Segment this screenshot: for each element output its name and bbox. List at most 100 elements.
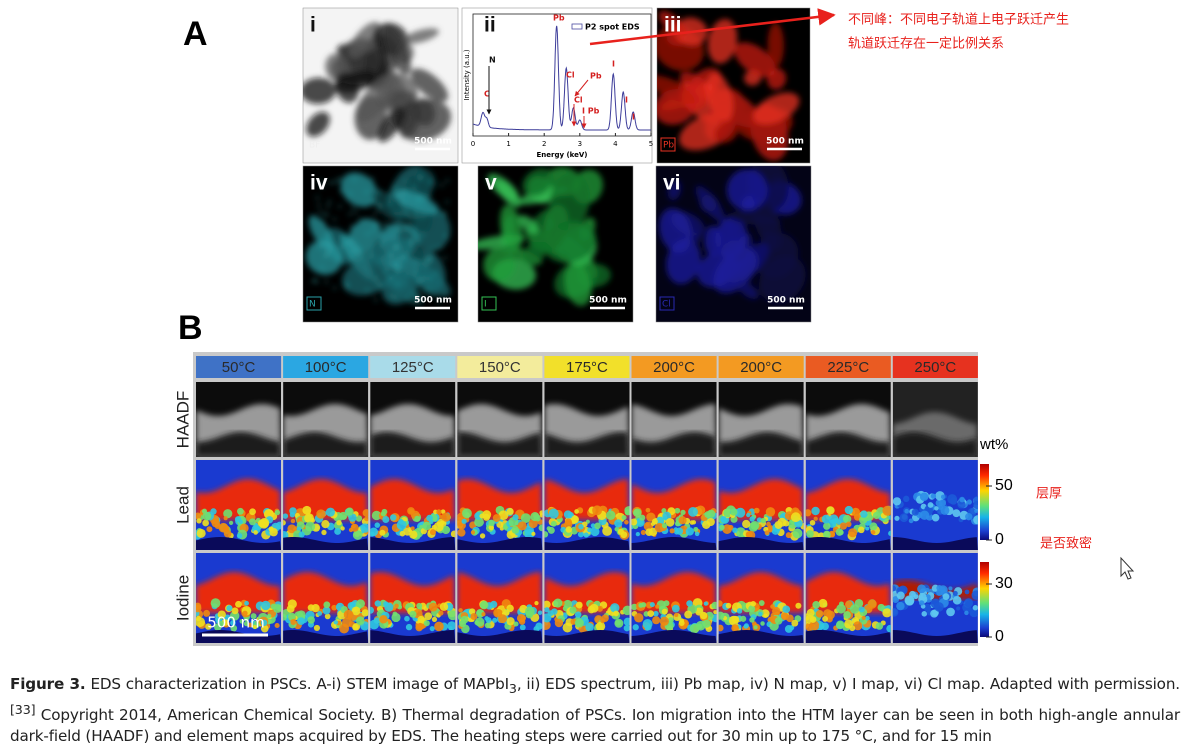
speck: [324, 254, 327, 258]
substrate: [283, 537, 369, 550]
speck: [395, 265, 398, 269]
grain: [782, 520, 790, 527]
grain: [235, 600, 242, 608]
grain: [685, 527, 694, 536]
speck: [419, 279, 422, 282]
grain: [821, 514, 831, 524]
speck: [385, 223, 388, 226]
grain: [342, 514, 347, 520]
speck: [373, 212, 377, 215]
colorbar-unit: wt%: [979, 436, 1008, 453]
temperature-header: [457, 356, 543, 378]
grain: [663, 515, 668, 520]
grain: [490, 600, 498, 609]
peak-label: N: [489, 56, 496, 65]
grain: [253, 530, 258, 535]
grain: [930, 493, 937, 499]
grain: [753, 507, 760, 514]
grain: [640, 529, 646, 536]
grain: [428, 602, 438, 612]
panel-numeral: iv: [310, 172, 328, 195]
grain: [405, 623, 413, 631]
speck: [344, 242, 347, 245]
grain: [394, 603, 399, 609]
rich-layer: [370, 479, 456, 520]
speck: [320, 266, 324, 269]
map-cell: [892, 460, 978, 550]
grain: [260, 619, 268, 627]
grain: [485, 617, 492, 624]
grain: [231, 607, 239, 615]
grain: [283, 613, 287, 621]
grain: [811, 506, 820, 516]
peak-label: I: [632, 113, 635, 122]
grain: [583, 532, 589, 538]
grain: [544, 600, 551, 609]
grain: [563, 599, 573, 609]
grain: [488, 519, 495, 527]
substrate: [544, 537, 630, 550]
grain: [250, 619, 255, 624]
grain: [562, 622, 573, 633]
grain: [823, 522, 831, 530]
grain: [750, 520, 760, 530]
speck: [444, 234, 447, 238]
grain: [196, 604, 202, 613]
grain: [408, 508, 414, 514]
caption-text: Copyright 2014, American Chemical Societ…: [10, 706, 1180, 746]
annotation-arrow: [589, 8, 836, 46]
panel-numeral: iii: [664, 14, 682, 37]
particle: [767, 68, 787, 90]
grain: [952, 509, 961, 518]
particle: [727, 211, 782, 226]
particle: [658, 10, 687, 37]
grain: [519, 624, 526, 631]
grain: [379, 529, 386, 536]
substrate: [631, 537, 717, 550]
y-axis-label: Intensity (a.u.): [463, 49, 471, 101]
map-cell: [196, 382, 282, 457]
grain: [259, 519, 269, 529]
speck: [415, 259, 419, 263]
grain: [875, 622, 884, 630]
grain: [844, 619, 854, 629]
grain: [813, 516, 818, 521]
grain: [786, 614, 794, 623]
grain: [688, 506, 698, 517]
speck: [366, 289, 369, 292]
grain: [424, 612, 433, 621]
grain: [766, 521, 771, 527]
grain: [196, 528, 206, 538]
haadf-layer: [892, 432, 978, 457]
grain: [605, 510, 616, 521]
grain: [441, 525, 451, 535]
grain: [564, 520, 573, 529]
speck: [379, 205, 382, 209]
x-tick-label: 5: [649, 140, 653, 148]
speck: [428, 277, 432, 280]
speck: [370, 253, 373, 256]
grain: [263, 509, 274, 519]
grain: [307, 616, 315, 624]
grain: [720, 516, 727, 523]
grain: [249, 508, 256, 516]
grain: [350, 601, 355, 607]
speck: [396, 267, 399, 270]
grain: [436, 509, 442, 515]
particle: [737, 280, 759, 300]
speck: [417, 280, 420, 284]
grain: [934, 602, 944, 612]
scale-bar-label: 500 nm: [414, 137, 452, 147]
grain: [352, 623, 358, 629]
grain: [322, 606, 331, 615]
grain: [758, 611, 763, 617]
speck: [319, 180, 322, 183]
grain: [633, 508, 642, 518]
grain: [313, 624, 321, 632]
particles: [478, 166, 612, 306]
grain: [290, 618, 297, 625]
temperature-label: 150°C: [479, 359, 521, 376]
particle: [396, 99, 452, 142]
haadf-layer: [370, 432, 456, 457]
